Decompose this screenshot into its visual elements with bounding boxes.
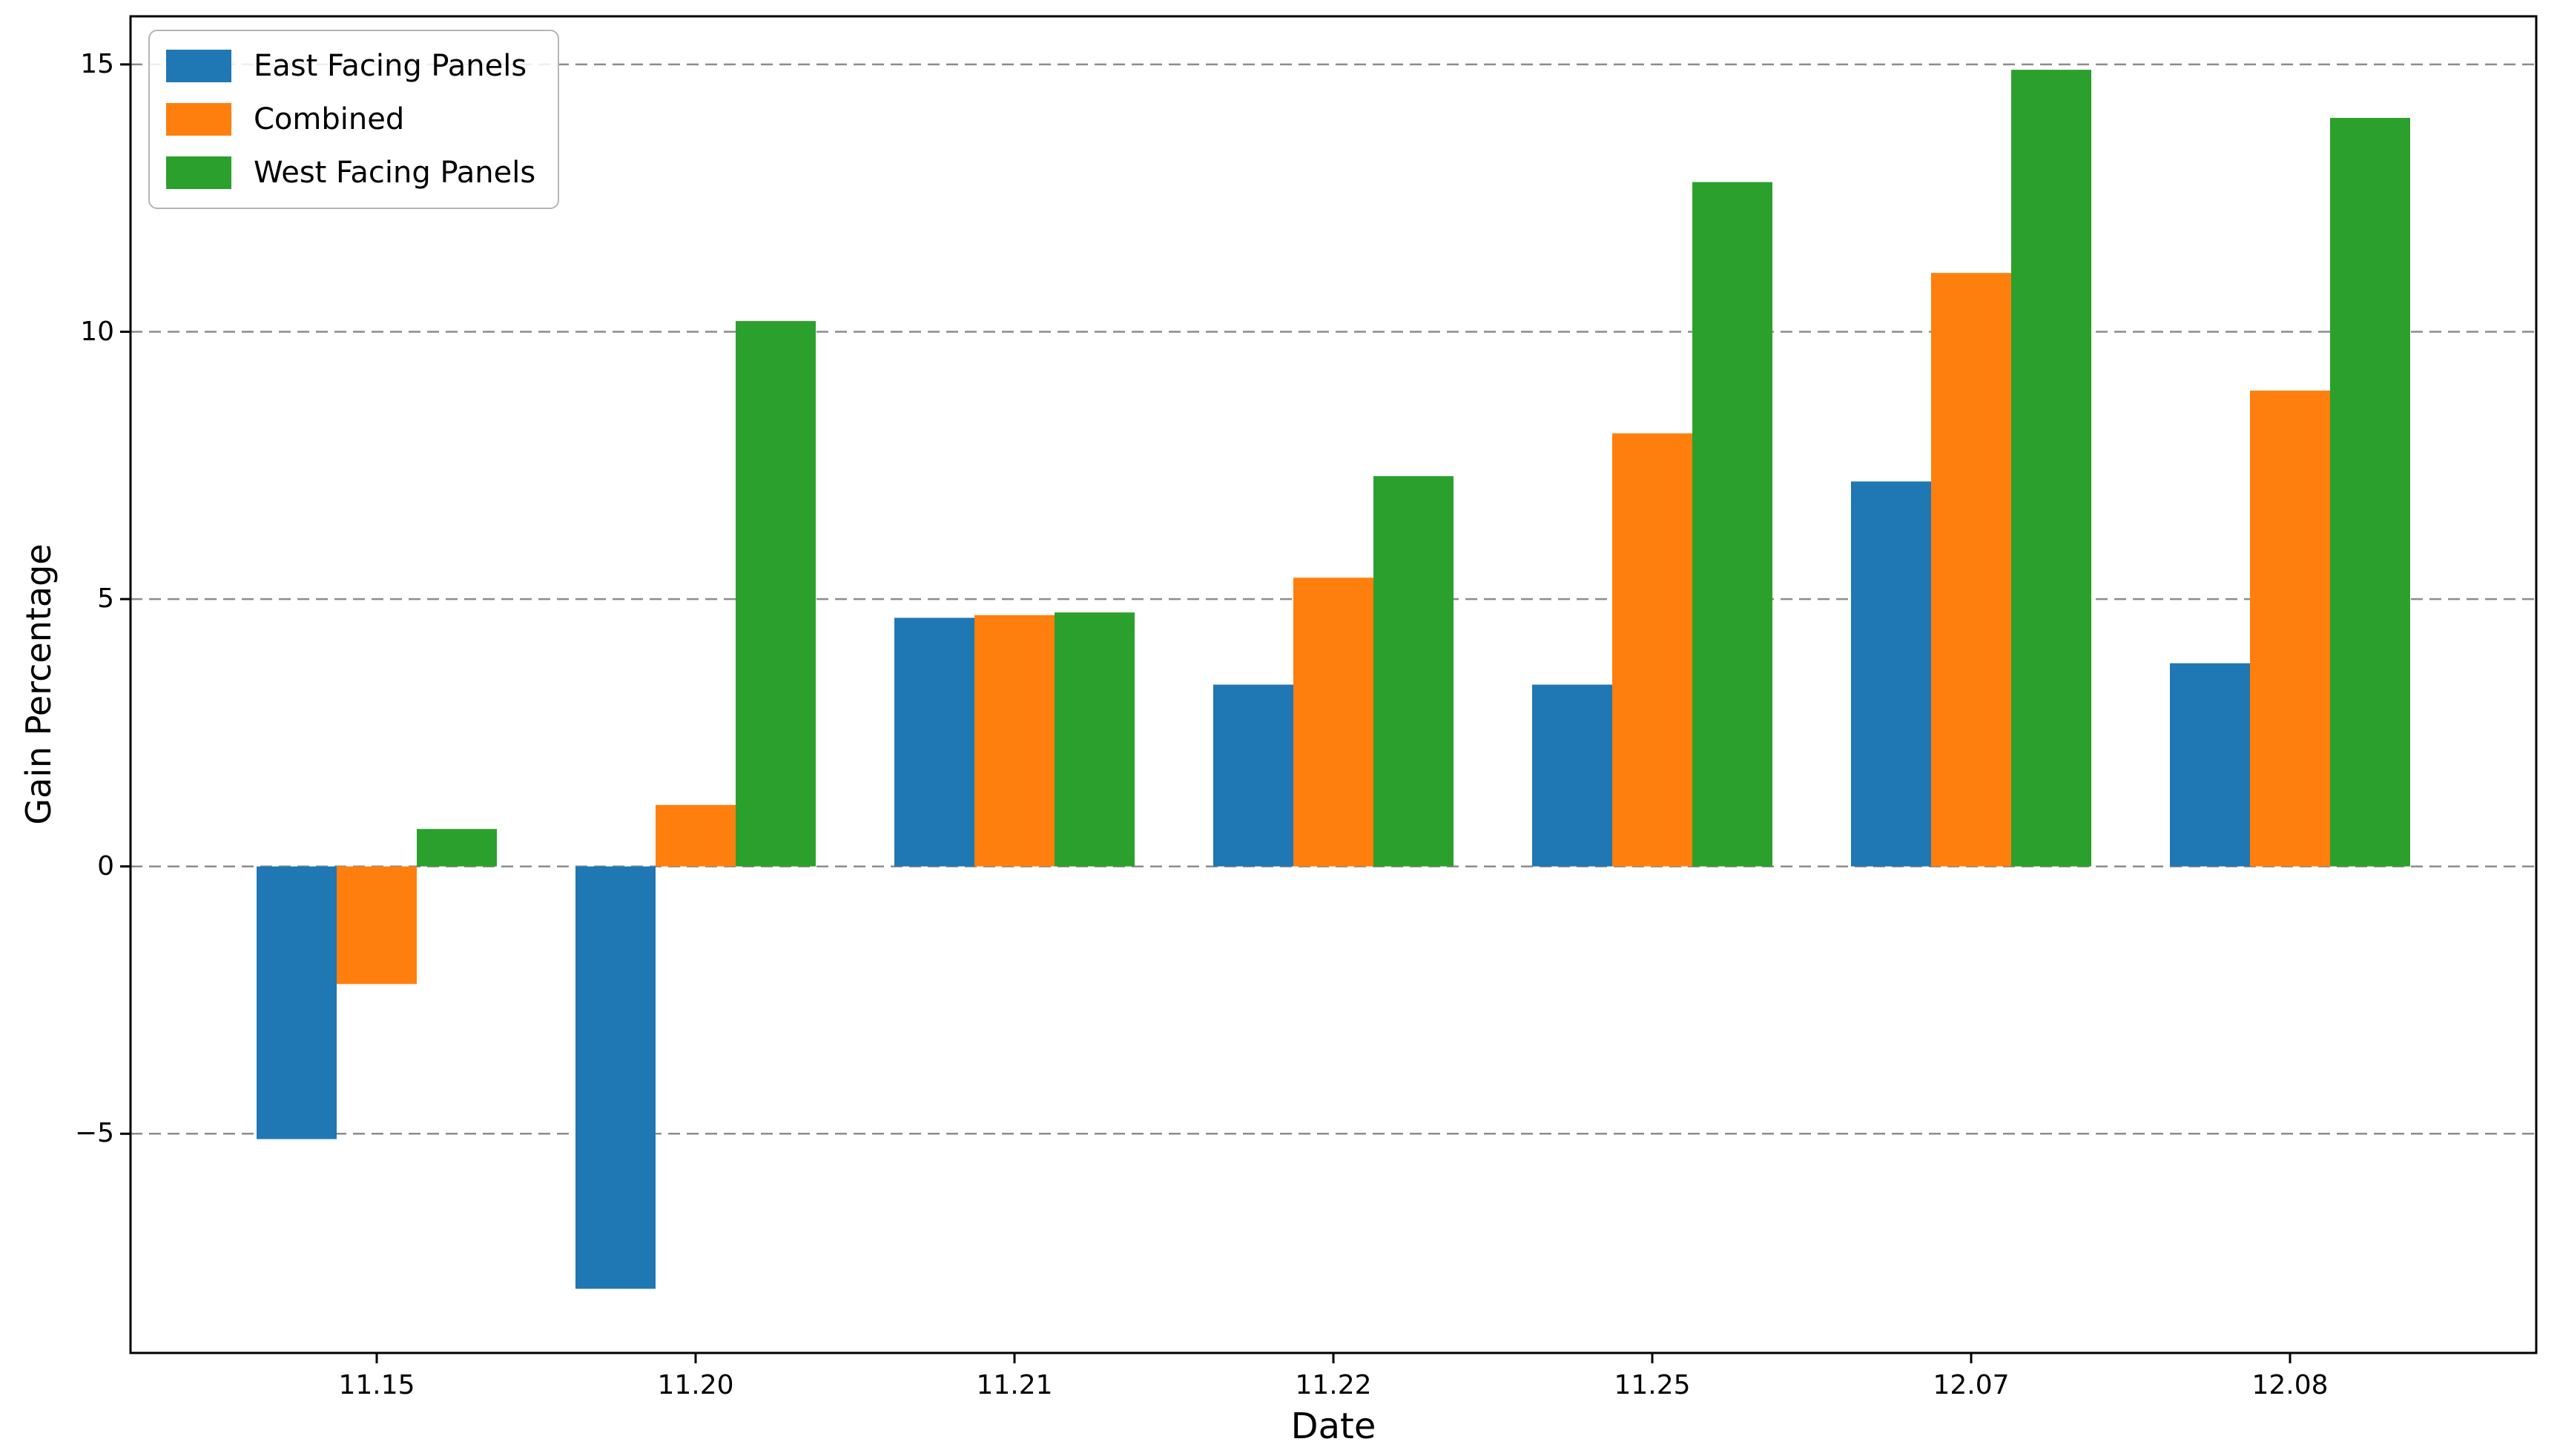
legend-item-combined: Combined bbox=[166, 98, 535, 141]
y-tick-label-10: 10 bbox=[80, 316, 114, 347]
bar-east-facing-panels-11.25 bbox=[1532, 684, 1612, 867]
x-tick-label-11.22: 11.22 bbox=[1295, 1370, 1372, 1400]
bar-west-facing-panels-11.25 bbox=[1692, 182, 1772, 867]
bar-west-facing-panels-12.07 bbox=[2011, 70, 2091, 867]
x-axis-title: Date bbox=[1290, 1406, 1376, 1447]
y-tick-label-15: 15 bbox=[80, 48, 114, 79]
bar-combined-11.21 bbox=[974, 615, 1055, 867]
bar-combined-11.20 bbox=[656, 804, 736, 867]
bar-east-facing-panels-11.15 bbox=[257, 866, 337, 1139]
bar-east-facing-panels-12.08 bbox=[2170, 663, 2250, 867]
y-tick-label-minus5: −5 bbox=[74, 1118, 114, 1149]
x-tick-label-11.25: 11.25 bbox=[1614, 1370, 1691, 1400]
x-tick-label-12.07: 12.07 bbox=[1933, 1370, 2010, 1400]
y-tick-label-5: 5 bbox=[97, 583, 114, 615]
legend-swatch-combined bbox=[166, 103, 231, 136]
x-tick-label-11.21: 11.21 bbox=[976, 1370, 1053, 1400]
legend-item-west: West Facing Panels bbox=[166, 151, 535, 194]
bar-east-facing-panels-11.22 bbox=[1213, 684, 1293, 867]
x-tick-label-11.20: 11.20 bbox=[657, 1370, 734, 1400]
bar-west-facing-panels-12.08 bbox=[2330, 118, 2410, 867]
legend-label-west: West Facing Panels bbox=[254, 156, 536, 190]
bar-combined-11.15 bbox=[337, 866, 417, 985]
bar-combined-11.25 bbox=[1612, 433, 1692, 867]
y-tick-label-0: 0 bbox=[97, 850, 114, 881]
legend-swatch-east bbox=[166, 50, 231, 82]
bar-east-facing-panels-11.21 bbox=[894, 618, 974, 867]
legend-item-east: East Facing Panels bbox=[166, 44, 535, 87]
bar-west-facing-panels-11.15 bbox=[417, 829, 497, 867]
axes-spines bbox=[129, 15, 2538, 1354]
bar-combined-11.22 bbox=[1293, 578, 1373, 867]
bar-east-facing-panels-12.07 bbox=[1851, 481, 1931, 867]
bar-west-facing-panels-11.22 bbox=[1373, 476, 1454, 867]
bar-combined-12.08 bbox=[2250, 390, 2330, 867]
x-tick-label-11.15: 11.15 bbox=[338, 1370, 415, 1400]
legend-label-combined: Combined bbox=[254, 102, 405, 136]
x-tick-label-12.08: 12.08 bbox=[2251, 1370, 2329, 1400]
legend-label-east: East Facing Panels bbox=[254, 49, 527, 83]
bar-west-facing-panels-11.21 bbox=[1055, 612, 1135, 867]
bar-combined-12.07 bbox=[1931, 273, 2011, 867]
legend: East Facing Panels Combined West Facing … bbox=[148, 30, 560, 209]
legend-swatch-west bbox=[166, 156, 231, 189]
bar-west-facing-panels-11.20 bbox=[736, 321, 816, 867]
bar-east-facing-panels-11.20 bbox=[575, 866, 656, 1289]
